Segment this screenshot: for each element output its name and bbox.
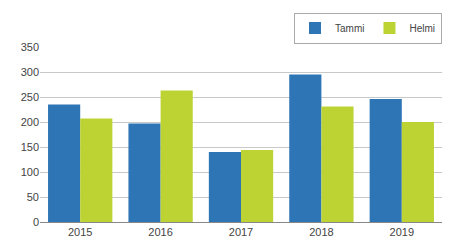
svg-text:300: 300 (21, 66, 39, 78)
svg-text:250: 250 (21, 91, 39, 103)
svg-text:2019: 2019 (390, 226, 414, 238)
svg-text:Helmi: Helmi (409, 23, 435, 34)
svg-text:50: 50 (27, 191, 39, 203)
svg-text:2018: 2018 (309, 226, 333, 238)
svg-text:0: 0 (33, 216, 39, 228)
svg-text:Tammi: Tammi (335, 23, 364, 34)
svg-text:200: 200 (21, 116, 39, 128)
svg-text:100: 100 (21, 166, 39, 178)
svg-text:350: 350 (21, 41, 39, 53)
svg-text:2015: 2015 (68, 226, 92, 238)
svg-text:2017: 2017 (229, 226, 253, 238)
svg-text:2016: 2016 (148, 226, 172, 238)
svg-text:150: 150 (21, 141, 39, 153)
